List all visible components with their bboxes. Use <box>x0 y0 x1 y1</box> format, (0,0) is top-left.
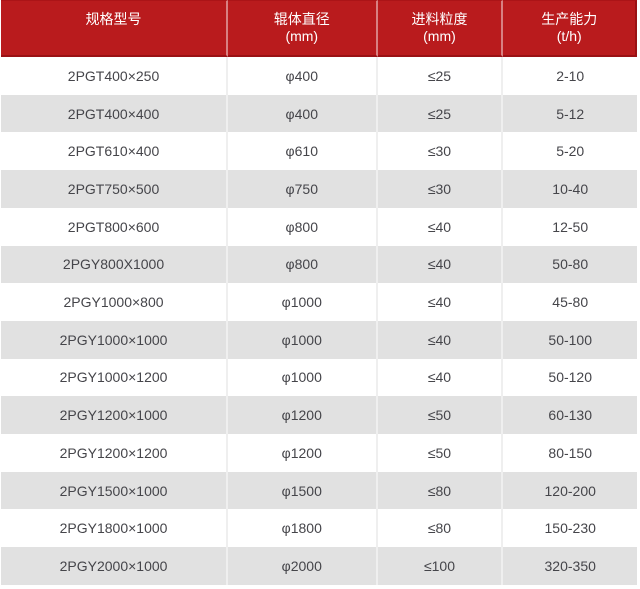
table-row: 2PGT400×400 φ400 ≤25 5-12 <box>1 94 637 133</box>
col-header-feed-size: 进料粒度 (mm) <box>377 0 504 57</box>
table-row: 2PGT750×500 φ750 ≤30 10-40 <box>1 170 637 208</box>
cell-capacity: 120-200 <box>503 471 637 510</box>
cell-model: 2PGY1000×1200 <box>1 358 229 397</box>
cell-capacity: 5-20 <box>503 132 637 171</box>
cell-capacity: 50-120 <box>503 358 637 397</box>
cell-roller-diameter: φ610 <box>228 132 378 171</box>
cell-model: 2PGY1200×1200 <box>1 434 229 472</box>
cell-feed-size: ≤40 <box>377 245 504 284</box>
cell-feed-size: ≤40 <box>377 358 504 397</box>
cell-roller-diameter: φ400 <box>228 57 378 95</box>
cell-roller-diameter: φ1000 <box>228 283 378 321</box>
col-header-roller-diameter-unit: (mm) <box>285 28 319 44</box>
cell-roller-diameter: φ1800 <box>228 509 378 548</box>
cell-model: 2PGY2000×1000 <box>1 547 229 585</box>
cell-capacity: 80-150 <box>503 434 637 472</box>
cell-capacity: 10-40 <box>503 170 637 208</box>
col-header-capacity-label: 生产能力 <box>541 11 598 27</box>
cell-capacity: 150-230 <box>503 509 637 548</box>
cell-model: 2PGY1500×1000 <box>1 471 229 510</box>
col-header-model-label: 规格型号 <box>85 11 142 27</box>
cell-model: 2PGY1000×800 <box>1 283 229 321</box>
table-row: 2PGT800×600 φ800 ≤40 12-50 <box>1 207 637 246</box>
cell-roller-diameter: φ750 <box>228 170 378 208</box>
cell-model: 2PGT800×600 <box>1 207 229 246</box>
cell-capacity: 45-80 <box>503 283 637 321</box>
cell-capacity: 12-50 <box>503 207 637 246</box>
header-row: 规格型号 辊体直径 (mm) 进料粒度 (mm) 生产能力 (t/h) <box>1 0 637 57</box>
table-row: 2PGY800X1000 φ800 ≤40 50-80 <box>1 245 637 284</box>
table-row: 2PGY1200×1000 φ1200 ≤50 60-130 <box>1 396 637 435</box>
table-row: 2PGY2000×1000 φ2000 ≤100 320-350 <box>1 547 637 585</box>
cell-feed-size: ≤25 <box>377 57 504 95</box>
cell-capacity: 320-350 <box>503 547 637 585</box>
cell-capacity: 50-100 <box>503 320 637 359</box>
table-row: 2PGY1200×1200 φ1200 ≤50 80-150 <box>1 434 637 472</box>
cell-roller-diameter: φ1500 <box>228 471 378 510</box>
cell-model: 2PGT610×400 <box>1 132 229 171</box>
col-header-capacity: 生产能力 (t/h) <box>503 0 637 57</box>
cell-feed-size: ≤100 <box>377 547 504 585</box>
cell-capacity: 5-12 <box>503 94 637 133</box>
cell-feed-size: ≤50 <box>377 396 504 435</box>
table-row: 2PGY1000×1200 φ1000 ≤40 50-120 <box>1 358 637 397</box>
cell-model: 2PGT400×250 <box>1 57 229 95</box>
col-header-model: 规格型号 <box>1 0 229 57</box>
cell-feed-size: ≤30 <box>377 170 504 208</box>
cell-capacity: 50-80 <box>503 245 637 284</box>
cell-model: 2PGY1200×1000 <box>1 396 229 435</box>
cell-feed-size: ≤30 <box>377 132 504 171</box>
cell-model: 2PGT750×500 <box>1 170 229 208</box>
cell-feed-size: ≤50 <box>377 434 504 472</box>
cell-model: 2PGY1800×1000 <box>1 509 229 548</box>
cell-feed-size: ≤80 <box>377 509 504 548</box>
cell-roller-diameter: φ800 <box>228 207 378 246</box>
cell-model: 2PGT400×400 <box>1 94 229 133</box>
cell-roller-diameter: φ1000 <box>228 358 378 397</box>
cell-roller-diameter: φ2000 <box>228 547 378 585</box>
col-header-feed-size-unit: (mm) <box>423 28 456 44</box>
cell-capacity: 2-10 <box>503 57 637 95</box>
cell-feed-size: ≤80 <box>377 471 504 510</box>
cell-roller-diameter: φ1000 <box>228 320 378 359</box>
cell-capacity: 60-130 <box>503 396 637 435</box>
table-row: 2PGT400×250 φ400 ≤25 2-10 <box>1 57 637 95</box>
table-row: 2PGT610×400 φ610 ≤30 5-20 <box>1 132 637 171</box>
table-row: 2PGY1000×800 φ1000 ≤40 45-80 <box>1 283 637 321</box>
cell-roller-diameter: φ1200 <box>228 434 378 472</box>
cell-feed-size: ≤40 <box>377 207 504 246</box>
cell-roller-diameter: φ1200 <box>228 396 378 435</box>
table-header: 规格型号 辊体直径 (mm) 进料粒度 (mm) 生产能力 (t/h) <box>1 0 637 57</box>
col-header-roller-diameter: 辊体直径 (mm) <box>228 0 378 57</box>
cell-feed-size: ≤25 <box>377 94 504 133</box>
col-header-roller-diameter-label: 辊体直径 <box>273 11 330 27</box>
cell-feed-size: ≤40 <box>377 320 504 359</box>
cell-feed-size: ≤40 <box>377 283 504 321</box>
cell-roller-diameter: φ400 <box>228 94 378 133</box>
table-row: 2PGY1800×1000 φ1800 ≤80 150-230 <box>1 509 637 548</box>
table-row: 2PGY1000×1000 φ1000 ≤40 50-100 <box>1 320 637 359</box>
cell-model: 2PGY800X1000 <box>1 245 229 284</box>
table-body: 2PGT400×250 φ400 ≤25 2-10 2PGT400×400 φ400 ≤25… <box>1 57 637 585</box>
col-header-capacity-unit: (t/h) <box>556 28 582 44</box>
cell-model: 2PGY1000×1000 <box>1 320 229 359</box>
table-row: 2PGY1500×1000 φ1500 ≤80 120-200 <box>1 471 637 510</box>
col-header-feed-size-label: 进料粒度 <box>411 11 468 27</box>
cell-roller-diameter: φ800 <box>228 245 378 284</box>
